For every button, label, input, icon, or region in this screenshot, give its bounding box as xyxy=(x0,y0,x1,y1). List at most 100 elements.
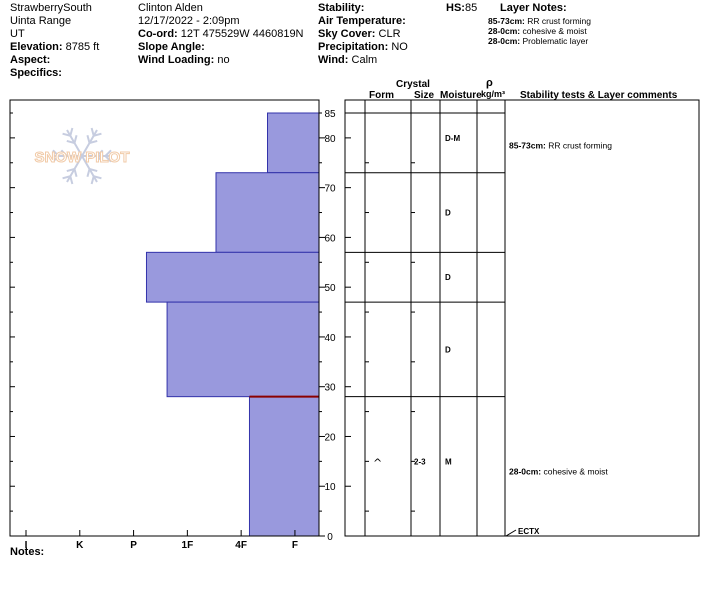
slope-label: Slope Angle: xyxy=(138,41,205,53)
snowflake-branch xyxy=(73,135,78,144)
snowflake-branch xyxy=(69,127,74,136)
snowflake-branch xyxy=(52,155,60,163)
snowflake-branch xyxy=(90,127,95,136)
size-header: Size xyxy=(414,90,435,101)
snowflake-branch xyxy=(93,175,102,180)
hs-label: HS: xyxy=(446,2,465,14)
density-unit-header: kg/m³ xyxy=(481,89,506,99)
layer-note-text: RR crust forming xyxy=(527,16,591,26)
y-tick-label: 85 xyxy=(324,109,336,120)
comment-text: RR crust forming xyxy=(548,140,612,150)
moisture-value: D-M xyxy=(445,134,460,143)
hs-value: 85 xyxy=(464,2,478,14)
snowflake-branch xyxy=(62,175,71,180)
layer-note-text: cohesive & moist xyxy=(522,26,587,36)
datetime: 12/17/2022 - 2:09pm xyxy=(138,15,240,27)
comment-range: 28-0cm: xyxy=(509,466,544,476)
logo-text: SNOW PILOT xyxy=(35,149,130,166)
x-tick-label: 1F xyxy=(182,540,194,551)
layer-note: 85-73cm: RR crust forming xyxy=(488,16,591,26)
layer-note-text: Problematic layer xyxy=(522,36,589,46)
observer: Clinton Alden xyxy=(138,2,203,14)
wind-loading-label: Wind Loading: xyxy=(138,54,215,66)
moisture-value: D xyxy=(445,345,451,354)
hardness-bar xyxy=(166,301,320,398)
wind-label: Wind: xyxy=(318,54,349,66)
sky-label: Sky Cover: xyxy=(318,28,376,40)
x-tick-label: K xyxy=(76,540,84,551)
snowflake-branch xyxy=(60,155,68,163)
sky-cover: Sky Cover: CLR xyxy=(318,28,401,41)
comments-header: Stability tests & Layer comments xyxy=(520,90,678,101)
wind-loading: Wind Loading: no xyxy=(138,54,230,67)
wind-value: Calm xyxy=(351,54,378,66)
state: UT xyxy=(10,28,25,40)
layer-note-range: 85-73cm: xyxy=(488,16,525,26)
range: Uinta Range xyxy=(10,15,72,27)
comment-range: 85-73cm: xyxy=(509,140,548,150)
comment-text: cohesive & moist xyxy=(544,466,609,476)
crystal-header: Crystal xyxy=(396,79,430,90)
y-tick-label: 60 xyxy=(324,233,336,244)
layer-note: 28-0cm: Problematic layer xyxy=(488,36,588,46)
elevation-value: 8785 ft xyxy=(65,41,100,53)
snowflake-branch xyxy=(62,132,71,137)
snowflake-branch xyxy=(93,132,102,137)
x-tick-label: I xyxy=(25,540,28,551)
y-tick-label: 50 xyxy=(324,283,336,294)
stability-label: Stability: xyxy=(318,2,365,14)
moisture-value: M xyxy=(445,457,452,466)
snowflake-branch xyxy=(86,135,91,144)
y-tick-label: 20 xyxy=(324,432,336,443)
layer-note: 28-0cm: cohesive & moist xyxy=(488,26,587,36)
snowflake-branch xyxy=(96,155,104,163)
snowflake-branch xyxy=(104,149,112,157)
snowpilot-logo: SNOW PILOT xyxy=(34,127,130,185)
form-symbol: ^ xyxy=(373,456,382,469)
layer-notes-title: Layer Notes: xyxy=(500,2,567,14)
y-tick-label: 30 xyxy=(324,383,336,394)
snowflake-branch xyxy=(89,168,98,173)
snowflake-branch xyxy=(86,168,91,177)
hardness-bar xyxy=(248,396,320,537)
hs: HS:85 xyxy=(446,2,477,15)
y-tick-label: 80 xyxy=(324,134,336,145)
wind: Wind: Calm xyxy=(318,54,377,67)
snowflake-branch xyxy=(89,139,98,144)
hardness-bar xyxy=(215,172,320,253)
hardness-bar xyxy=(145,251,320,303)
moisture-header: Moisture xyxy=(440,90,482,101)
rho-header: ρ xyxy=(486,77,493,89)
coord-label: Co-ord: xyxy=(138,28,178,40)
y-tick-label: 40 xyxy=(324,333,336,344)
snowflake-branch xyxy=(73,168,78,177)
x-tick-label: P xyxy=(130,540,137,551)
snowflake-branch xyxy=(104,155,112,163)
layer-note-range: 28-0cm: xyxy=(488,36,521,46)
layer-comment: 85-73cm: RR crust forming xyxy=(509,140,612,150)
precipitation: Precipitation: NO xyxy=(318,41,408,54)
wind-loading-value: no xyxy=(217,54,230,66)
plot-frame xyxy=(9,99,320,537)
y-tick-label: 0 xyxy=(327,532,333,543)
y-tick-label: 70 xyxy=(324,184,336,195)
sky-value: CLR xyxy=(378,28,401,40)
snowflake-branch xyxy=(90,176,95,185)
elevation: Elevation: 8785 ft xyxy=(10,41,99,54)
specifics-label: Specifics: xyxy=(10,67,62,79)
snowflake-branch xyxy=(96,149,104,157)
x-tick-label: 4F xyxy=(235,540,247,551)
snowflake-branch xyxy=(69,176,74,185)
test-label: ECTX xyxy=(518,527,540,536)
snowflake-branch xyxy=(60,149,68,157)
coord-value: 12T 475529W 4460819N xyxy=(180,28,304,40)
snowflake-branch xyxy=(66,168,75,173)
size-value: 2-3 xyxy=(414,457,426,466)
form-header: Form xyxy=(369,90,394,101)
coord: Co-ord: 12T 475529W 4460819N xyxy=(138,28,304,41)
layer-comment: 28-0cm: cohesive & moist xyxy=(509,466,608,476)
layer-note-range: 28-0cm: xyxy=(488,26,521,36)
x-tick-label: F xyxy=(292,540,298,551)
aspect-label: Aspect: xyxy=(10,54,51,66)
